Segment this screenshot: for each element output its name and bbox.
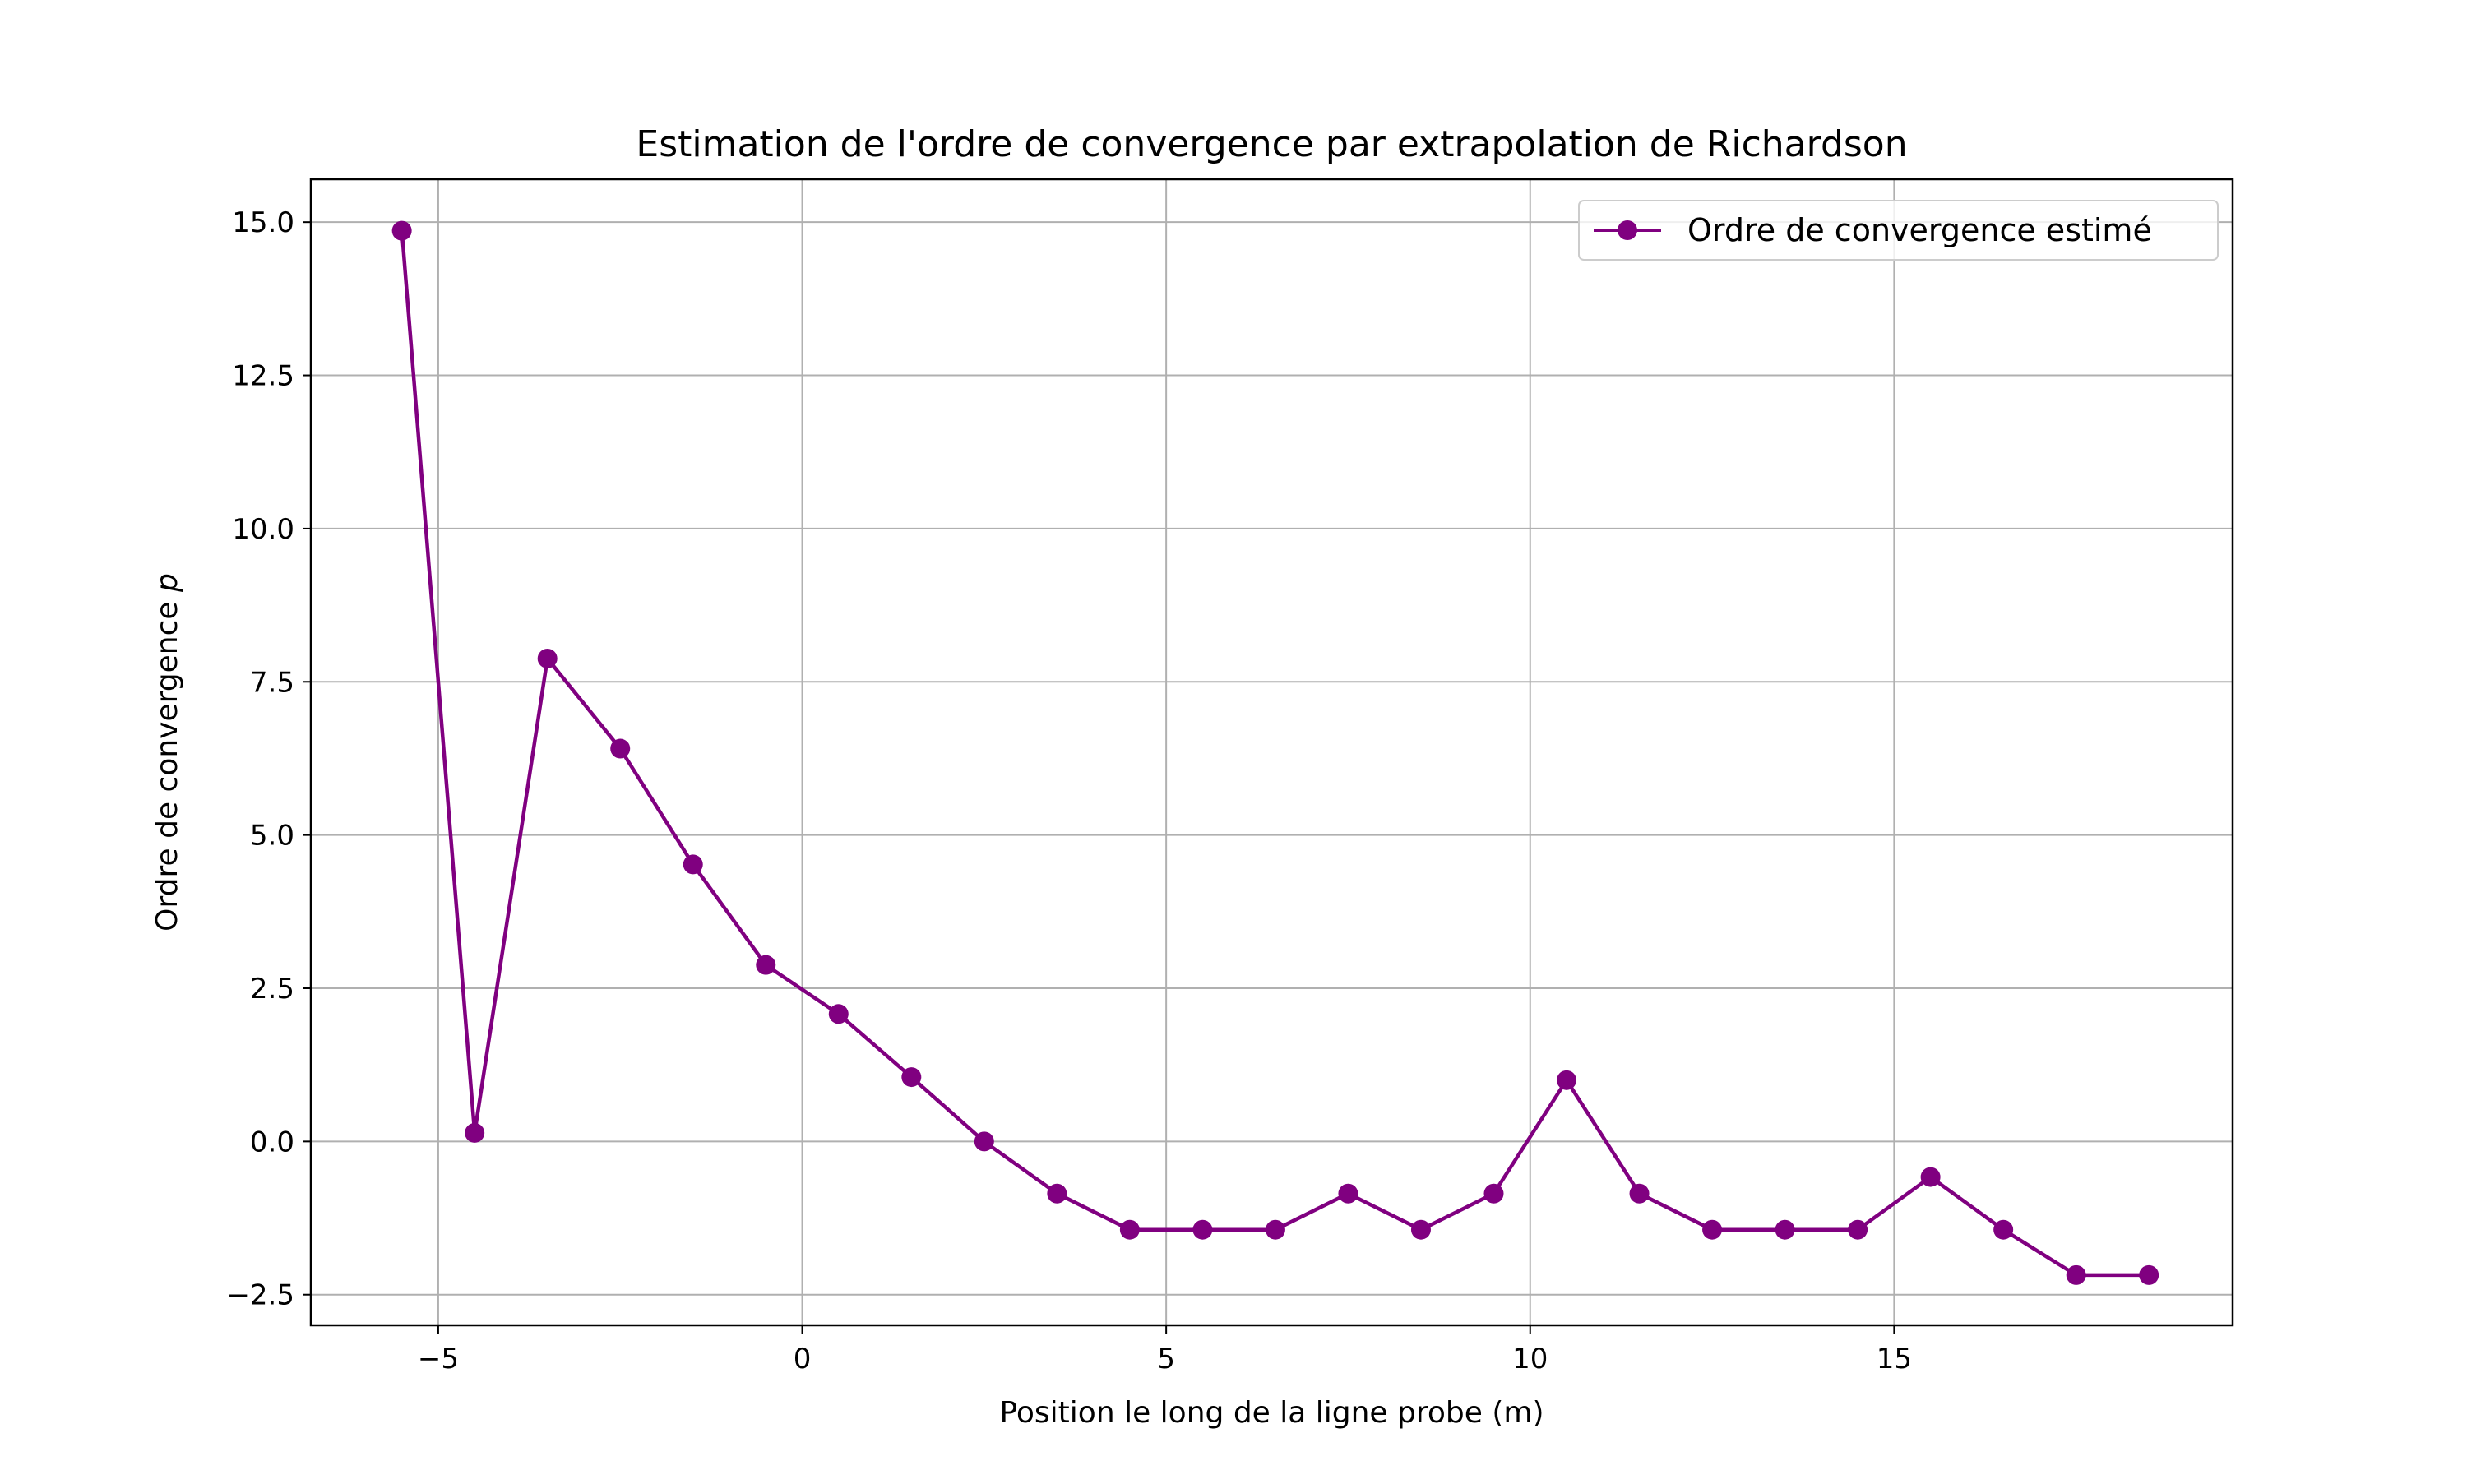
y-axis-label-symbol: p: [150, 573, 184, 593]
y-tick-label: 15.0: [232, 206, 294, 239]
y-axis-label: Ordre de convergence p: [150, 573, 184, 932]
data-point: [1775, 1219, 1795, 1240]
y-tick-label: 10.0: [232, 513, 294, 546]
x-axis-label: Position le long de la ligne probe (m): [999, 1396, 1544, 1430]
data-point: [391, 220, 412, 241]
data-point: [1920, 1167, 1941, 1187]
data-point: [610, 738, 631, 759]
data-point: [1119, 1219, 1140, 1240]
data-point: [1702, 1219, 1723, 1240]
data-point: [537, 648, 558, 668]
chart-title: Estimation de l'ordre de convergence par…: [636, 123, 1907, 165]
x-tick-label: 15: [1877, 1343, 1912, 1375]
data-point: [1047, 1183, 1067, 1204]
x-tick-label: 10: [1512, 1343, 1548, 1375]
grid: [311, 179, 2233, 1325]
data-point: [465, 1122, 485, 1143]
y-axis-label-text: Ordre de convergence: [150, 592, 184, 932]
data-point: [1557, 1070, 1577, 1090]
y-tick-label: 7.5: [250, 666, 294, 699]
series-layer: [391, 220, 2159, 1285]
data-point: [1483, 1183, 1504, 1204]
data-point: [756, 955, 776, 975]
y-tick-label: 5.0: [250, 820, 294, 853]
data-point: [2066, 1264, 2086, 1285]
data-point: [1265, 1219, 1285, 1240]
y-tick-label: 2.5: [250, 973, 294, 1006]
data-point: [683, 854, 703, 875]
legend-entry-label: Ordre de convergence estimé: [1687, 212, 2152, 248]
legend: Ordre de convergence estimé: [1578, 200, 2219, 261]
x-tick-label: −5: [418, 1343, 459, 1375]
data-point: [1410, 1219, 1431, 1240]
legend-marker-swatch: [1618, 220, 1637, 240]
data-point: [901, 1067, 922, 1088]
y-tick-label: −2.5: [226, 1279, 294, 1312]
data-point: [828, 1004, 849, 1024]
plot-frame: [309, 178, 2234, 1327]
data-point: [1192, 1219, 1213, 1240]
x-tick-label: 0: [794, 1343, 812, 1375]
data-point: [1848, 1219, 1868, 1240]
y-tick-label: 0.0: [250, 1126, 294, 1158]
data-point: [1338, 1183, 1358, 1204]
data-point: [1993, 1219, 2014, 1240]
data-point: [974, 1131, 994, 1152]
axis-ticks: −5 0 5 10 15 −2.5 0.0 2.5 5.0 7.5 10.0 12.5 15.0: [226, 206, 1912, 1375]
legend-box: [1578, 200, 2219, 261]
y-tick-label: 12.5: [232, 360, 294, 393]
data-point: [1629, 1183, 1650, 1204]
x-tick-label: 5: [1157, 1343, 1175, 1375]
data-point: [2139, 1264, 2159, 1285]
